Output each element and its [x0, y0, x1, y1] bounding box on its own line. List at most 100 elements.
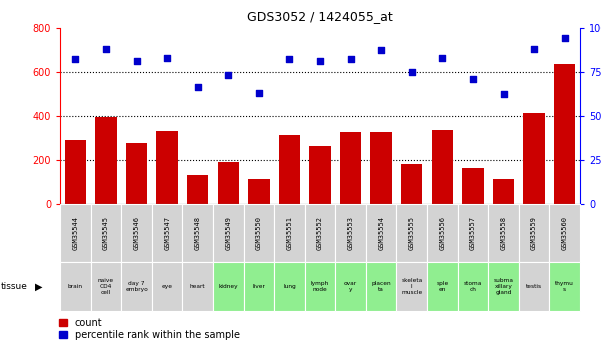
- Legend: count, percentile rank within the sample: count, percentile rank within the sample: [59, 318, 240, 340]
- Bar: [243, 262, 274, 310]
- Bar: [183, 262, 213, 310]
- Bar: [187, 175, 209, 204]
- Text: GSM35557: GSM35557: [470, 216, 476, 250]
- Text: tissue: tissue: [1, 282, 28, 291]
- Point: [407, 69, 416, 75]
- Bar: [96, 117, 117, 204]
- Bar: [523, 114, 545, 204]
- Point: [316, 58, 325, 64]
- Text: kidney: kidney: [219, 284, 238, 289]
- Point: [254, 90, 264, 96]
- Text: lung: lung: [283, 284, 296, 289]
- Bar: [60, 204, 91, 262]
- Bar: [243, 204, 274, 262]
- Text: GSM35556: GSM35556: [439, 216, 445, 250]
- Point: [529, 46, 539, 51]
- Bar: [60, 262, 91, 310]
- Bar: [279, 135, 300, 204]
- Text: GSM35551: GSM35551: [287, 216, 293, 250]
- Text: GSM35558: GSM35558: [501, 216, 507, 250]
- Bar: [519, 204, 549, 262]
- Bar: [519, 262, 549, 310]
- Text: stoma
ch: stoma ch: [464, 281, 482, 292]
- Point: [438, 55, 447, 60]
- Text: GSM35552: GSM35552: [317, 216, 323, 250]
- Bar: [156, 131, 178, 204]
- Bar: [274, 262, 305, 310]
- Text: thymu
s: thymu s: [555, 281, 574, 292]
- Point: [346, 57, 355, 62]
- Bar: [462, 168, 484, 204]
- Text: subma
xillary
gland: subma xillary gland: [493, 278, 513, 295]
- Text: liver: liver: [252, 284, 265, 289]
- Text: GSM35546: GSM35546: [133, 216, 139, 250]
- Bar: [91, 262, 121, 310]
- Point: [468, 76, 478, 81]
- Bar: [121, 262, 152, 310]
- Bar: [310, 146, 331, 204]
- Point: [70, 57, 80, 62]
- Point: [162, 55, 172, 60]
- Point: [560, 36, 570, 41]
- Bar: [432, 130, 453, 204]
- Text: GSM35559: GSM35559: [531, 216, 537, 250]
- Bar: [549, 262, 580, 310]
- Bar: [397, 262, 427, 310]
- Text: GSM35554: GSM35554: [378, 216, 384, 250]
- Bar: [335, 262, 366, 310]
- Text: eye: eye: [162, 284, 172, 289]
- Text: GSM35544: GSM35544: [72, 216, 78, 250]
- Bar: [366, 262, 397, 310]
- Point: [193, 85, 203, 90]
- Bar: [305, 262, 335, 310]
- Point: [224, 72, 233, 78]
- Text: GSM35549: GSM35549: [225, 216, 231, 250]
- Bar: [213, 204, 243, 262]
- Bar: [91, 204, 121, 262]
- Text: placen
ta: placen ta: [371, 281, 391, 292]
- Bar: [493, 179, 514, 204]
- Bar: [218, 162, 239, 204]
- Bar: [370, 132, 392, 204]
- Bar: [427, 262, 457, 310]
- Point: [132, 58, 141, 64]
- Text: GDS3052 / 1424055_at: GDS3052 / 1424055_at: [247, 10, 393, 23]
- Bar: [305, 204, 335, 262]
- Point: [376, 48, 386, 53]
- Text: GSM35550: GSM35550: [256, 216, 262, 250]
- Text: GSM35553: GSM35553: [347, 216, 353, 250]
- Bar: [427, 204, 457, 262]
- Text: testis: testis: [526, 284, 542, 289]
- Text: GSM35547: GSM35547: [164, 216, 170, 250]
- Text: heart: heart: [190, 284, 206, 289]
- Text: sple
en: sple en: [436, 281, 448, 292]
- Bar: [335, 204, 366, 262]
- Bar: [126, 143, 147, 204]
- Text: brain: brain: [68, 284, 83, 289]
- Bar: [488, 262, 519, 310]
- Bar: [457, 204, 488, 262]
- Bar: [549, 204, 580, 262]
- Bar: [65, 140, 86, 204]
- Text: GSM35560: GSM35560: [562, 216, 568, 250]
- Text: GSM35545: GSM35545: [103, 216, 109, 250]
- Bar: [152, 262, 183, 310]
- Text: day 7
embryо: day 7 embryо: [125, 281, 148, 292]
- Bar: [488, 204, 519, 262]
- Bar: [401, 164, 423, 204]
- Text: GSM35555: GSM35555: [409, 216, 415, 250]
- Text: lymph
node: lymph node: [311, 281, 329, 292]
- Bar: [366, 204, 397, 262]
- Point: [101, 46, 111, 51]
- Text: ▶: ▶: [35, 282, 42, 291]
- Bar: [248, 179, 270, 204]
- Bar: [121, 204, 152, 262]
- Bar: [274, 204, 305, 262]
- Bar: [183, 204, 213, 262]
- Text: skeleta
l
muscle: skeleta l muscle: [401, 278, 423, 295]
- Text: GSM35548: GSM35548: [195, 216, 201, 250]
- Text: naive
CD4
cell: naive CD4 cell: [98, 278, 114, 295]
- Bar: [152, 204, 183, 262]
- Bar: [213, 262, 243, 310]
- Bar: [457, 262, 488, 310]
